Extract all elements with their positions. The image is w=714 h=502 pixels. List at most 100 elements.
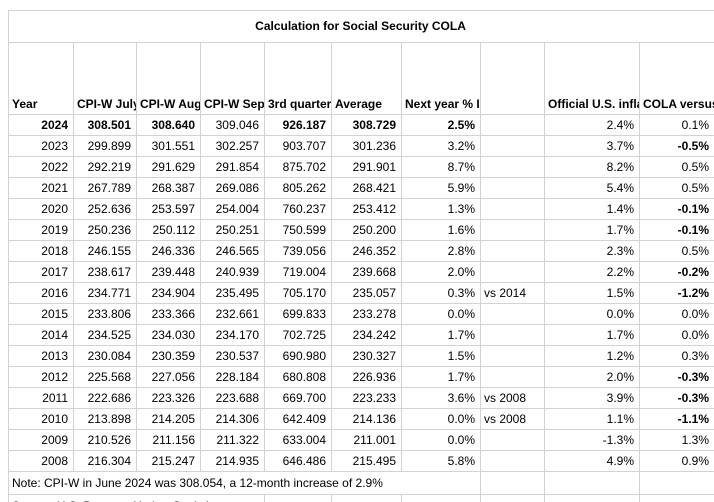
empty-cell xyxy=(544,494,640,502)
title-row: Calculation for Social Security COLA xyxy=(7,10,714,43)
column-header-incr: Next year % Increase xyxy=(401,42,481,115)
table-row-2013: 2013 230.084 230.359 230.537 690.980 230.327 1… xyxy=(8,345,714,367)
cell-jul: 234.771 xyxy=(73,282,137,304)
cell-sep: 235.495 xyxy=(200,282,265,304)
cell-cola: -0.1% xyxy=(638,198,714,220)
cell-incr: 3.6% xyxy=(401,387,481,409)
cell-sep: 230.537 xyxy=(200,345,265,367)
cell-jul: 216.304 xyxy=(73,450,137,472)
cell-total: 719.004 xyxy=(264,261,332,283)
cell-vs xyxy=(480,366,545,388)
cell-cpiu: 3.7% xyxy=(544,135,640,157)
cell-avg: 239.668 xyxy=(331,261,402,283)
cell-cola: -0.3% xyxy=(638,366,714,388)
cell-incr: 0.0% xyxy=(401,408,481,430)
cell-avg: 233.278 xyxy=(331,303,402,325)
cell-vs: vs 2008 xyxy=(480,387,545,409)
source-row: Source: U.S. Bureau of Labor Statistics xyxy=(8,494,714,502)
cell-vs xyxy=(480,450,545,472)
empty-cell xyxy=(480,494,545,502)
cell-cola: 0.5% xyxy=(638,177,714,199)
column-header-sep: CPI-W Sept xyxy=(200,42,265,115)
cell-vs xyxy=(480,303,545,325)
cell-cpiu: 1.5% xyxy=(544,282,640,304)
cell-aug: 214.205 xyxy=(136,408,201,430)
cell-sep: 234.170 xyxy=(200,324,265,346)
cell-avg: 230.327 xyxy=(331,345,402,367)
cell-jul: 233.806 xyxy=(73,303,137,325)
cell-jul: 210.526 xyxy=(73,429,137,451)
cell-sep: 309.046 xyxy=(200,114,265,136)
cell-total: 699.833 xyxy=(264,303,332,325)
cell-vs xyxy=(480,240,545,262)
cell-cola: 0.9% xyxy=(638,450,714,472)
cell-avg: 226.936 xyxy=(331,366,402,388)
cell-cpiu: -1.3% xyxy=(544,429,640,451)
empty-cell xyxy=(544,471,640,495)
cell-cola: 0.5% xyxy=(638,156,714,178)
cell-avg: 308.729 xyxy=(331,114,402,136)
column-header-jul: CPI-W July xyxy=(73,42,137,115)
cell-avg: 250.200 xyxy=(331,219,402,241)
cell-avg: 223.233 xyxy=(331,387,402,409)
cell-jul: 225.568 xyxy=(73,366,137,388)
cell-vs xyxy=(480,135,545,157)
cell-cola: 0.0% xyxy=(638,303,714,325)
table-row-2022: 2022 292.219 291.629 291.854 875.702 291.901 8… xyxy=(8,156,714,178)
cell-aug: 234.904 xyxy=(136,282,201,304)
cell-year: 2016 xyxy=(8,282,74,304)
cell-aug: 308.640 xyxy=(136,114,201,136)
column-header-total: 3rd quarter total xyxy=(264,42,332,115)
empty-cell xyxy=(401,494,481,502)
cell-cpiu: 2.3% xyxy=(544,240,640,262)
cell-cpiu: 1.1% xyxy=(544,408,640,430)
cell-year: 2021 xyxy=(8,177,74,199)
cell-aug: 246.336 xyxy=(136,240,201,262)
cell-avg: 291.901 xyxy=(331,156,402,178)
cell-total: 646.486 xyxy=(264,450,332,472)
table-row-2019: 2019 250.236 250.112 250.251 750.599 250.200 1… xyxy=(8,219,714,241)
empty-cell xyxy=(638,471,714,495)
cell-jul: 234.525 xyxy=(73,324,137,346)
cell-year: 2010 xyxy=(8,408,74,430)
source-text: Source: U.S. Bureau of Labor Statistics xyxy=(8,494,265,502)
cell-vs xyxy=(480,198,545,220)
cell-year: 2013 xyxy=(8,345,74,367)
cell-sep: 291.854 xyxy=(200,156,265,178)
cell-cola: -1.2% xyxy=(638,282,714,304)
empty-cell xyxy=(264,494,332,502)
cell-cpiu: 0.0% xyxy=(544,303,640,325)
cell-total: 875.702 xyxy=(264,156,332,178)
cell-avg: 301.236 xyxy=(331,135,402,157)
table-row-2024: 2024 308.501 308.640 309.046 926.187 308.729 2… xyxy=(8,114,714,136)
cell-total: 760.237 xyxy=(264,198,332,220)
cell-sep: 211.322 xyxy=(200,429,265,451)
empty-cell xyxy=(331,494,402,502)
note-row: Note: CPI-W in June 2024 was 308.054, a … xyxy=(8,471,714,495)
cell-incr: 2.5% xyxy=(401,114,481,136)
table-row-2015: 2015 233.806 233.366 232.661 699.833 233.278 0… xyxy=(8,303,714,325)
header-row: Year CPI-W July CPI-W Aug CPI-W Sept 3rd qua… xyxy=(8,42,714,115)
cell-sep: 214.306 xyxy=(200,408,265,430)
cell-total: 690.980 xyxy=(264,345,332,367)
cell-vs xyxy=(480,219,545,241)
cell-year: 2019 xyxy=(8,219,74,241)
cell-aug: 223.326 xyxy=(136,387,201,409)
cell-aug: 233.366 xyxy=(136,303,201,325)
table-row-2008: 2008 216.304 215.247 214.935 646.486 215.495 5… xyxy=(8,450,714,472)
column-header-vs xyxy=(480,42,545,115)
cell-avg: 215.495 xyxy=(331,450,402,472)
cell-jul: 246.155 xyxy=(73,240,137,262)
cell-year: 2014 xyxy=(8,324,74,346)
cell-year: 2022 xyxy=(8,156,74,178)
cell-sep: 250.251 xyxy=(200,219,265,241)
cell-sep: 214.935 xyxy=(200,450,265,472)
cell-aug: 291.629 xyxy=(136,156,201,178)
column-header-aug: CPI-W Aug xyxy=(136,42,201,115)
cell-year: 2011 xyxy=(8,387,74,409)
table-row-2018: 2018 246.155 246.336 246.565 739.056 246.352 2… xyxy=(8,240,714,262)
table-row-2014: 2014 234.525 234.030 234.170 702.725 234.242 1… xyxy=(8,324,714,346)
cell-cola: 0.1% xyxy=(638,114,714,136)
cell-year: 2017 xyxy=(8,261,74,283)
